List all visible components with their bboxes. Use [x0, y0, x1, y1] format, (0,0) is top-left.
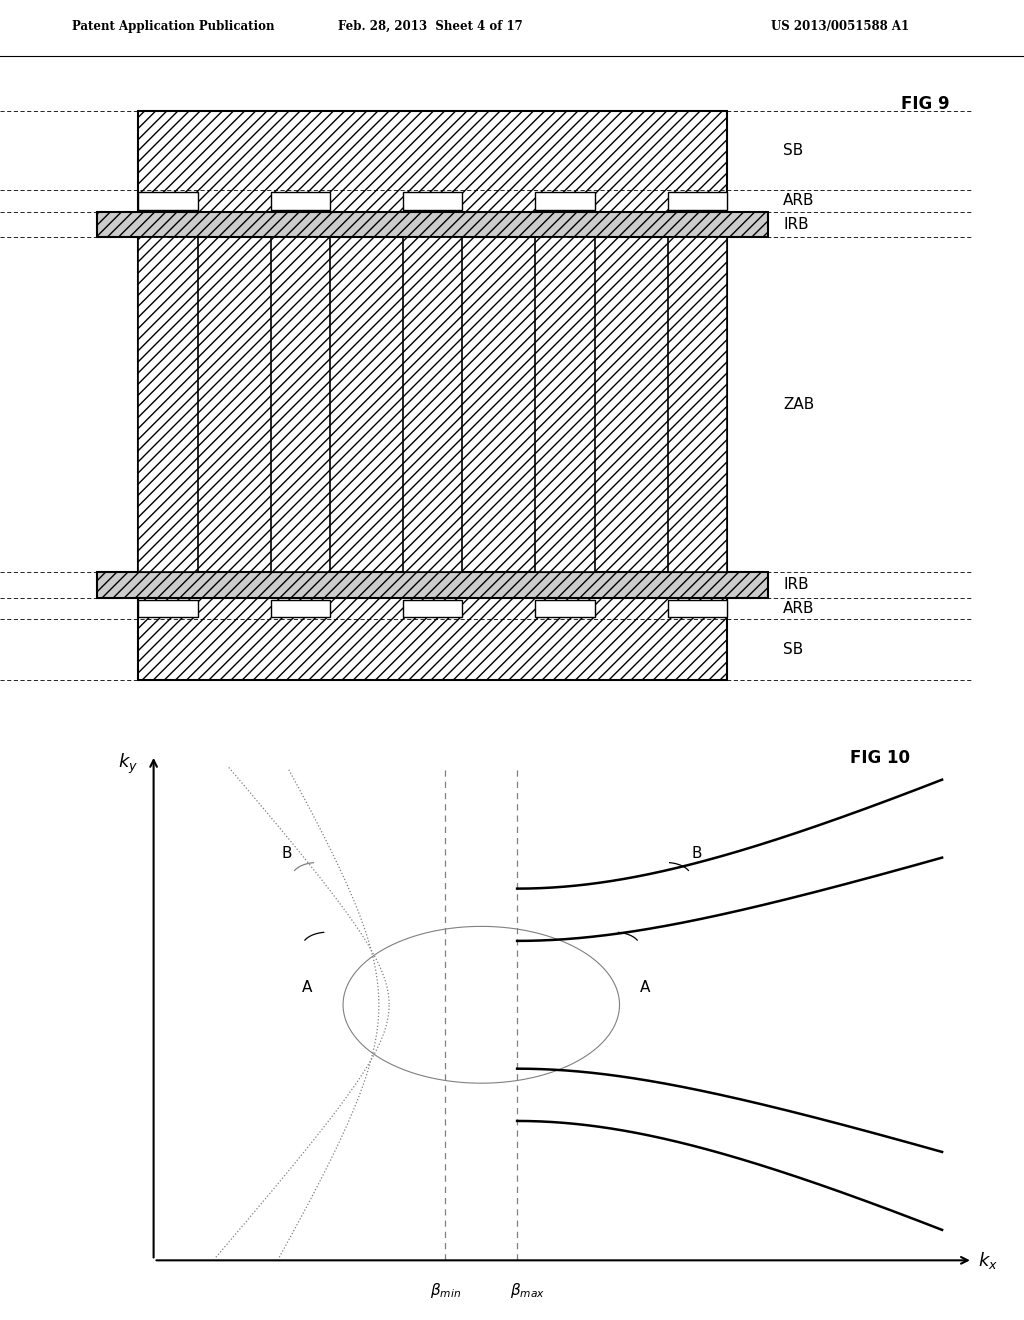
- Bar: [138, 238, 198, 572]
- Bar: [536, 238, 595, 572]
- Text: ARB: ARB: [783, 193, 815, 209]
- Text: Feb. 28, 2013  Sheet 4 of 17: Feb. 28, 2013 Sheet 4 of 17: [338, 20, 522, 33]
- Text: US 2013/0051588 A1: US 2013/0051588 A1: [771, 20, 908, 33]
- Bar: [403, 238, 463, 572]
- Text: A: A: [302, 979, 312, 995]
- Text: SB: SB: [783, 144, 804, 158]
- Bar: [97, 211, 768, 238]
- Text: ZAB: ZAB: [783, 397, 815, 412]
- Bar: [138, 193, 198, 210]
- Bar: [270, 599, 330, 616]
- Text: $k_x$: $k_x$: [978, 1250, 998, 1271]
- Text: IRB: IRB: [783, 216, 809, 232]
- Text: Patent Application Publication: Patent Application Publication: [72, 20, 274, 33]
- Bar: [403, 193, 463, 210]
- Text: $k_y$: $k_y$: [118, 752, 138, 776]
- Bar: [97, 572, 768, 598]
- Bar: [536, 599, 595, 616]
- Bar: [138, 111, 727, 681]
- Text: $\beta_{min}$: $\beta_{min}$: [430, 1280, 461, 1300]
- Text: A: A: [640, 979, 650, 995]
- Text: SB: SB: [783, 643, 804, 657]
- Text: B: B: [691, 846, 701, 861]
- Bar: [668, 599, 727, 616]
- Bar: [138, 599, 198, 616]
- Text: B: B: [282, 846, 292, 861]
- Text: FIG 9: FIG 9: [901, 95, 949, 114]
- Bar: [270, 238, 330, 572]
- Text: IRB: IRB: [783, 577, 809, 593]
- Bar: [668, 193, 727, 210]
- Bar: [270, 193, 330, 210]
- Bar: [536, 193, 595, 210]
- Text: $\beta_{max}$: $\beta_{max}$: [510, 1280, 545, 1300]
- Bar: [403, 599, 463, 616]
- Text: ARB: ARB: [783, 601, 815, 616]
- Text: FIG 10: FIG 10: [850, 750, 910, 767]
- Bar: [668, 238, 727, 572]
